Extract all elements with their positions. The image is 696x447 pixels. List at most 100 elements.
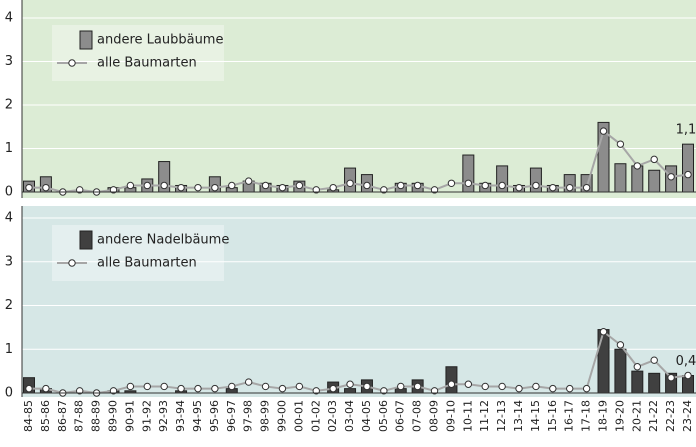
y-tick-label: 1 [5, 342, 13, 357]
x-tick-label: 10-11 [461, 400, 474, 432]
marker [498, 382, 506, 391]
marker [413, 181, 422, 190]
x-tick-label: 97-98 [242, 400, 255, 432]
bar [648, 169, 661, 193]
x-tick-label: 04-05 [360, 400, 373, 432]
x-tick-label: 15-16 [546, 400, 559, 432]
marker [532, 382, 540, 391]
y-tick-label: 1 [5, 141, 13, 156]
marker [346, 179, 354, 188]
y-tick-label: 2 [5, 298, 13, 313]
x-tick-label: 12-13 [495, 400, 508, 432]
marker [566, 384, 574, 393]
y-tick-label: 4 [5, 211, 13, 226]
marker [295, 382, 304, 391]
x-tick-label: 17-18 [580, 400, 593, 432]
marker [363, 181, 371, 190]
marker [244, 177, 253, 185]
marker [75, 387, 84, 395]
x-tick-label: 13-14 [512, 400, 525, 432]
data-label: 0,4 [676, 354, 696, 369]
marker [498, 181, 506, 190]
x-tick-label: 86-87 [56, 400, 69, 432]
y-tick-label: 0 [5, 386, 13, 401]
x-tick-label: 20-21 [630, 400, 643, 432]
bar [597, 329, 610, 394]
marker [211, 183, 219, 192]
bar [682, 143, 694, 193]
marker [566, 183, 574, 192]
x-tick-label: 93-94 [174, 400, 187, 432]
marker [380, 387, 388, 395]
marker [633, 363, 642, 371]
marker [667, 373, 675, 382]
x-tick-label: 09-10 [444, 400, 457, 432]
marker [464, 179, 473, 188]
marker [42, 183, 50, 192]
x-tick-label: 22-23 [664, 400, 677, 432]
marker [177, 384, 185, 393]
x-tick-label: 02-03 [326, 400, 339, 432]
x-tick-label: 00-01 [292, 400, 305, 432]
marker [481, 181, 489, 190]
x-tick-label: 91-92 [140, 400, 153, 432]
marker [684, 170, 692, 179]
x-tick-label: 85-86 [39, 400, 52, 432]
marker [126, 181, 135, 190]
x-tick-label: 89-90 [106, 400, 119, 432]
marker [346, 380, 354, 388]
marker [194, 384, 202, 393]
marker [413, 382, 422, 391]
legend-marker [68, 59, 76, 67]
marker [430, 186, 439, 194]
marker [464, 380, 473, 388]
marker [244, 378, 253, 386]
marker [447, 179, 456, 188]
x-tick-label: 16-17 [563, 400, 576, 432]
marker [599, 328, 608, 336]
marker [650, 356, 658, 364]
x-tick-label: 19-20 [613, 400, 626, 432]
x-tick-label: 90-91 [123, 400, 136, 432]
x-tick-label: 05-06 [377, 400, 390, 432]
data-label: 1,1 [676, 123, 696, 138]
x-tick-label: 87-88 [73, 400, 86, 432]
legend-label: andere Nadelbäume [97, 233, 229, 248]
legend-marker [68, 259, 76, 267]
x-tick-label: 14-15 [529, 400, 542, 432]
legend-swatch [79, 30, 93, 50]
marker [633, 162, 642, 170]
marker [211, 384, 219, 393]
bar [631, 165, 644, 193]
bar [445, 366, 458, 394]
bar [648, 372, 661, 394]
marker [397, 181, 405, 190]
marker [143, 181, 151, 190]
marker [126, 382, 135, 391]
marker [616, 140, 625, 148]
x-tick-label: 99-00 [275, 400, 288, 432]
marker [278, 384, 287, 393]
marker [143, 382, 151, 391]
x-tick-label: 88-89 [90, 400, 103, 432]
marker [515, 183, 523, 192]
marker [329, 183, 337, 192]
legend-label: alle Baumarten [97, 256, 197, 271]
x-tick-label: 98-99 [259, 400, 272, 432]
line [29, 330, 689, 395]
marker [109, 186, 118, 194]
marker [599, 127, 608, 135]
x-tick-label: 21-22 [647, 400, 660, 432]
y-tick-label: 3 [5, 54, 13, 69]
y-tick-label: 3 [5, 254, 13, 269]
y-tick-label: 2 [5, 98, 13, 113]
marker [430, 387, 439, 395]
marker [667, 173, 675, 181]
y-tick-label: 0 [5, 185, 13, 200]
x-tick-label: 08-09 [428, 400, 441, 432]
marker [295, 181, 304, 190]
bar [344, 388, 357, 394]
bar [614, 163, 627, 193]
x-tick-label: 23-24 [681, 400, 694, 432]
marker [160, 382, 168, 391]
